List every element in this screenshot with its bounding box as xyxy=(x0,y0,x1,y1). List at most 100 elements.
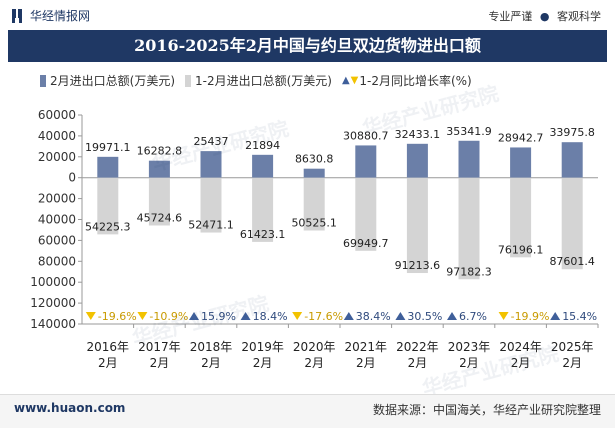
data-label-feb: 30880.7 xyxy=(343,129,389,142)
data-label-growth: -10.9% xyxy=(149,310,188,323)
x-tick-label: 2月 xyxy=(562,356,582,370)
bar-feb xyxy=(97,156,119,178)
bar-janfeb xyxy=(406,177,428,274)
triangle-down-icon xyxy=(498,312,509,320)
bar-janfeb xyxy=(252,177,274,242)
x-tick-label: 2月 xyxy=(98,356,118,370)
legend-label-feb: 2月进出口总额(万美元) xyxy=(50,74,175,88)
logo-icon xyxy=(12,8,22,23)
bar-janfeb xyxy=(561,177,583,270)
chart-title: 2016-2025年2月中国与约旦双边货物进出口额 xyxy=(8,30,607,62)
x-tick-label: 2022年 xyxy=(396,340,439,354)
legend-swatch-janfeb xyxy=(185,74,191,87)
data-label-feb: 35341.9 xyxy=(446,125,492,138)
triangle-down-icon: ▼ xyxy=(350,75,359,86)
bar-feb xyxy=(200,151,222,178)
data-label-growth: 15.9% xyxy=(201,310,236,323)
logo[interactable]: 华经情报网 xyxy=(12,7,90,24)
logo-text: 华经情报网 xyxy=(30,9,91,23)
x-tick-label: 2月 xyxy=(201,356,221,370)
bar-feb xyxy=(252,154,274,178)
data-label-janfeb: 69949.7 xyxy=(343,237,389,250)
legend-item-feb: 2月进出口总额(万美元) xyxy=(40,72,175,89)
y-tick-label: 0 xyxy=(68,171,76,185)
triangle-up-icon xyxy=(343,312,354,320)
bar-feb xyxy=(510,147,532,178)
x-tick-label: 2017年 xyxy=(138,340,181,354)
x-tick-label: 2021年 xyxy=(345,340,388,354)
bar-janfeb xyxy=(200,177,222,233)
data-label-growth: -19.9% xyxy=(511,310,550,323)
data-label-feb: 19971.1 xyxy=(85,141,131,154)
data-label-feb: 32433.1 xyxy=(395,128,441,141)
triangle-down-icon xyxy=(85,312,96,320)
data-label-feb: 33975.8 xyxy=(549,126,595,139)
x-tick-label: 2025年 xyxy=(551,340,594,354)
data-label-janfeb: 76196.1 xyxy=(498,243,544,256)
bar-feb xyxy=(355,145,377,178)
triangle-up-icon xyxy=(447,312,457,320)
data-label-feb: 25437 xyxy=(194,135,229,148)
data-label-janfeb: 61423.1 xyxy=(240,228,286,241)
y-tick-label: 60000 xyxy=(38,233,76,247)
x-tick-label: 2月 xyxy=(356,356,376,370)
bar-feb xyxy=(406,143,428,178)
y-tick-label: 20000 xyxy=(38,150,76,164)
data-label-janfeb: 52471.1 xyxy=(188,219,234,232)
x-tick-label: 2月 xyxy=(304,356,324,370)
data-label-janfeb: 91213.6 xyxy=(395,259,441,272)
triangle-up-icon xyxy=(240,312,251,320)
x-tick-label: 2月 xyxy=(511,356,531,370)
data-label-janfeb: 54225.3 xyxy=(85,220,131,233)
y-tick-label: 80000 xyxy=(38,254,76,268)
x-tick-label: 2月 xyxy=(253,356,273,370)
x-tick-label: 2023年 xyxy=(448,340,491,354)
triangle-up-icon xyxy=(395,312,406,320)
x-tick-label: 2月 xyxy=(408,356,428,370)
data-label-growth: 30.5% xyxy=(407,310,442,323)
bar-janfeb xyxy=(148,177,170,226)
data-label-janfeb: 50525.1 xyxy=(291,216,337,229)
x-tick-label: 2024年 xyxy=(499,340,542,354)
y-tick-label: 40000 xyxy=(38,213,76,227)
tagline-separator: ● xyxy=(539,10,550,23)
data-label-janfeb: 97182.3 xyxy=(446,265,492,278)
data-label-janfeb: 87601.4 xyxy=(549,255,595,268)
bar-janfeb xyxy=(303,177,325,231)
legend-swatch-feb xyxy=(40,74,46,87)
site-link[interactable]: www.huaon.com xyxy=(14,401,126,415)
triangle-down-icon xyxy=(292,312,303,320)
y-tick-label: 120000 xyxy=(30,296,76,310)
top-bar: 华经情报网 专业严谨 ● 客观科学 xyxy=(0,0,615,30)
data-label-feb: 8630.8 xyxy=(295,153,334,166)
data-label-feb: 21894 xyxy=(245,139,280,152)
data-label-janfeb: 45724.6 xyxy=(137,211,183,224)
tagline-left: 专业严谨 xyxy=(488,10,533,23)
legend-item-growth: ▲ ▼ 1-2月同比增长率(%) xyxy=(342,72,472,89)
x-tick-label: 2月 xyxy=(459,356,479,370)
x-tick-label: 2月 xyxy=(150,356,170,370)
x-tick-label: 2016年 xyxy=(87,340,130,354)
data-label-growth: 18.4% xyxy=(253,310,288,323)
x-tick-label: 2019年 xyxy=(241,340,284,354)
legend-label-janfeb: 1-2月进出口总额(万美元) xyxy=(195,74,332,88)
data-label-growth: -19.6% xyxy=(98,310,137,323)
legend-label-growth: 1-2月同比增长率(%) xyxy=(359,74,472,88)
bar-janfeb xyxy=(355,177,377,251)
data-label-growth: -17.6% xyxy=(304,310,343,323)
bar-feb xyxy=(303,168,325,178)
bar-janfeb xyxy=(510,177,532,258)
y-tick-label: 140000 xyxy=(30,317,76,331)
y-tick-label: 60000 xyxy=(38,108,76,122)
x-tick-label: 2018年 xyxy=(190,340,233,354)
chart-area: 60000 40000 20000 0 20000 40000 60000 80000 1000… xyxy=(30,108,599,370)
triangle-up-icon: ▲ xyxy=(341,75,350,86)
y-tick-label: 100000 xyxy=(30,275,76,289)
x-tick-label: 2020年 xyxy=(293,340,336,354)
bar-feb xyxy=(148,160,170,178)
data-label-feb: 28942.7 xyxy=(498,131,544,144)
bar-feb xyxy=(561,142,583,178)
tagline: 专业严谨 ● 客观科学 xyxy=(488,8,601,24)
tagline-right: 客观科学 xyxy=(557,10,601,23)
y-tick-label: 20000 xyxy=(38,192,76,206)
